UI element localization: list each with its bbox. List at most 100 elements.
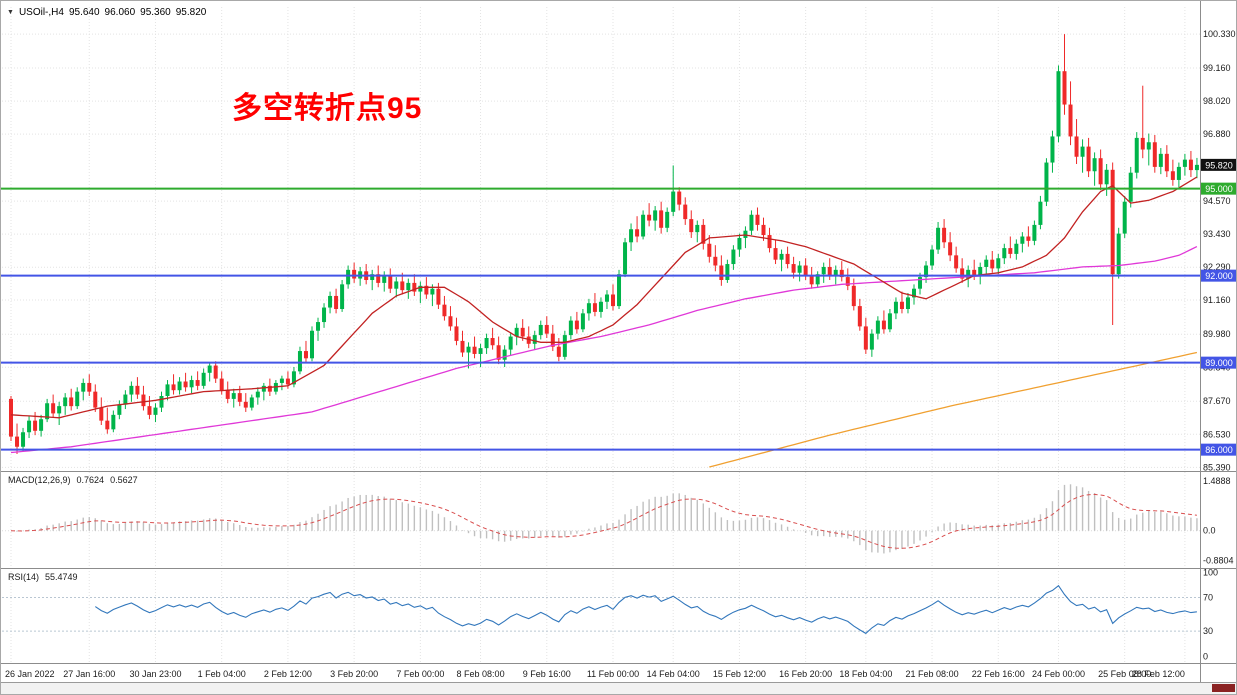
candle-body bbox=[1146, 142, 1151, 150]
candle-body bbox=[785, 253, 790, 265]
candle-body bbox=[611, 294, 615, 307]
candle-body bbox=[123, 394, 128, 405]
time-label: 7 Feb 00:00 bbox=[396, 669, 444, 679]
candle-body bbox=[75, 391, 80, 407]
candle-body bbox=[972, 269, 977, 276]
rsi-pane[interactable]: 100 70 30 0 bbox=[2, 567, 1218, 661]
rsi-axis-label: 70 bbox=[1203, 593, 1213, 603]
macd-pane[interactable]: 1.4888 0.0 -0.8804 bbox=[2, 476, 1234, 566]
price-tag-bg bbox=[1200, 182, 1236, 195]
candle-body bbox=[1044, 162, 1049, 202]
candle-body bbox=[1170, 171, 1175, 180]
price-tag-bg bbox=[1200, 443, 1236, 456]
candle-body bbox=[490, 338, 495, 346]
candle-body bbox=[857, 306, 862, 327]
candle-body bbox=[99, 407, 104, 421]
candle-body bbox=[267, 385, 272, 392]
candle-body bbox=[69, 397, 74, 407]
price-tag-95.000: 95.000 bbox=[1200, 182, 1236, 195]
candle-body bbox=[893, 301, 898, 314]
candle-body bbox=[1014, 243, 1019, 254]
candle-body bbox=[279, 378, 284, 383]
candle-body bbox=[990, 259, 995, 269]
time-label: 27 Jan 16:00 bbox=[63, 669, 115, 679]
candle-body bbox=[129, 385, 134, 395]
candle-body bbox=[930, 249, 935, 266]
candle-body bbox=[1020, 236, 1025, 244]
time-label: 26 Jan 2022 bbox=[5, 669, 55, 679]
candle-body bbox=[159, 396, 164, 408]
candle-body bbox=[749, 214, 754, 231]
price-tick-label: 89.980 bbox=[1203, 329, 1231, 339]
scrollbar-thumb[interactable] bbox=[1212, 684, 1235, 692]
candle-body bbox=[231, 393, 236, 399]
price-tag-95.820: 95.820 bbox=[1200, 158, 1236, 171]
time-label: 14 Feb 04:00 bbox=[647, 669, 700, 679]
symbol-dropdown-icon[interactable]: ▼ bbox=[7, 9, 14, 16]
candle-body bbox=[496, 345, 501, 360]
candle-body bbox=[833, 269, 838, 276]
candle-body bbox=[33, 420, 38, 431]
price-tag-text: 86.000 bbox=[1205, 445, 1233, 455]
price-tag-text: 95.000 bbox=[1205, 184, 1233, 194]
ma-mid-line bbox=[10, 246, 1198, 454]
candle-body bbox=[51, 403, 56, 414]
candle-body bbox=[719, 265, 724, 280]
time-label: 25 Feb 08:00 bbox=[1098, 669, 1151, 679]
price-tag-bg bbox=[1200, 158, 1236, 171]
price-tag-86.000: 86.000 bbox=[1200, 443, 1236, 456]
candle-body bbox=[352, 269, 357, 279]
candle-body bbox=[478, 348, 483, 354]
candle-body bbox=[1110, 169, 1115, 275]
macd-axis-label: -0.8804 bbox=[1203, 555, 1234, 565]
price-tick-label: 99.160 bbox=[1203, 63, 1231, 73]
candle-body bbox=[484, 338, 489, 349]
ma-fast-line bbox=[10, 176, 1198, 419]
candle-body bbox=[743, 230, 748, 238]
candle-body bbox=[647, 214, 652, 221]
candle-body bbox=[1086, 146, 1091, 172]
price-axis[interactable]: 100.330 99.160 98.020 96.880 94.570 93.430 92.… bbox=[1200, 29, 1237, 472]
price-tick-label: 86.530 bbox=[1203, 429, 1231, 439]
macd-name: MACD(12,26,9) bbox=[8, 475, 71, 485]
time-label: 11 Feb 00:00 bbox=[587, 669, 639, 679]
candle-body bbox=[1152, 142, 1157, 167]
candle-body bbox=[454, 326, 459, 341]
price-tag-text: 89.000 bbox=[1205, 358, 1233, 368]
candle-body bbox=[412, 282, 417, 292]
candle-body bbox=[1134, 137, 1139, 173]
chart-annotation-text[interactable]: 多空转折点95 bbox=[232, 92, 423, 125]
candlestick-series[interactable] bbox=[9, 34, 1199, 454]
price-tag-bg bbox=[1200, 356, 1236, 369]
horizontal-scrollbar[interactable] bbox=[1, 682, 1236, 694]
candle-body bbox=[707, 243, 712, 257]
candle-body bbox=[683, 204, 688, 220]
candle-body bbox=[641, 214, 646, 237]
price-tick-label: 98.020 bbox=[1203, 96, 1231, 106]
candle-body bbox=[767, 235, 772, 249]
macd-main-value: 0.7624 bbox=[76, 475, 105, 485]
candle-body bbox=[875, 320, 880, 334]
candle-body bbox=[63, 397, 68, 407]
candle-body bbox=[141, 394, 146, 407]
candle-body bbox=[328, 295, 333, 308]
candle-body bbox=[303, 351, 308, 359]
candle-body bbox=[135, 385, 140, 395]
candle-body bbox=[370, 274, 375, 280]
candle-body bbox=[629, 229, 634, 243]
candle-body bbox=[592, 303, 597, 312]
candle-body bbox=[400, 281, 405, 291]
time-axis[interactable]: 26 Jan 2022 27 Jan 16:00 30 Jan 23:00 1 Feb… bbox=[5, 669, 1185, 679]
candle-body bbox=[183, 381, 188, 388]
candle-body bbox=[598, 301, 603, 312]
time-label: 8 Feb 08:00 bbox=[457, 669, 505, 679]
quote-low: 95.360 bbox=[140, 7, 171, 18]
candle-body bbox=[15, 436, 20, 447]
candle-body bbox=[45, 403, 50, 420]
candle-body bbox=[526, 336, 531, 344]
candle-body bbox=[1026, 236, 1031, 241]
candle-body bbox=[887, 313, 892, 330]
candle-body bbox=[21, 432, 26, 447]
